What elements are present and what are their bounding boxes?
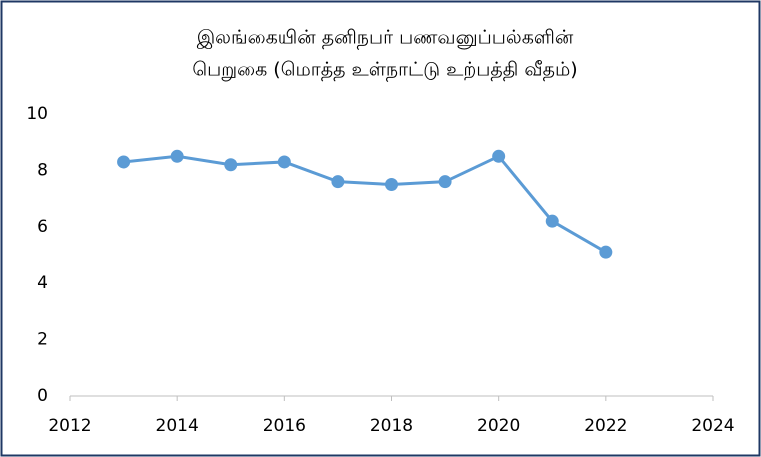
x-tick-label: 2016 [263, 416, 306, 436]
y-tick-label: 6 [37, 217, 48, 237]
y-tick-label: 10 [26, 104, 48, 124]
marker [117, 155, 131, 169]
chart-title: பெறுகை (மொத்த உள்நாட்டு உற்பத்தி வீதம்) [192, 59, 577, 82]
x-tick-label: 2012 [48, 416, 91, 436]
marker [385, 178, 398, 191]
chart-title: இலங்கையின் தனிநபர் பணவனுப்பல்களின் [197, 27, 574, 50]
x-tick-label: 2020 [477, 416, 520, 436]
x-tick-label: 2014 [156, 416, 199, 436]
y-tick-label: 0 [37, 386, 48, 406]
y-tick-label: 8 [37, 160, 48, 180]
marker [331, 175, 345, 189]
x-tick-label: 2024 [691, 416, 734, 436]
x-tick-label: 2022 [584, 416, 627, 436]
marker [170, 149, 184, 163]
y-tick-label: 2 [37, 330, 48, 350]
marker [277, 155, 291, 169]
marker [545, 214, 559, 228]
x-tick-label: 2018 [370, 416, 413, 436]
marker [224, 158, 238, 172]
marker [492, 149, 506, 163]
marker [599, 245, 613, 259]
y-tick-label: 4 [37, 273, 48, 293]
series-line [123, 154, 607, 254]
marker [438, 175, 452, 189]
